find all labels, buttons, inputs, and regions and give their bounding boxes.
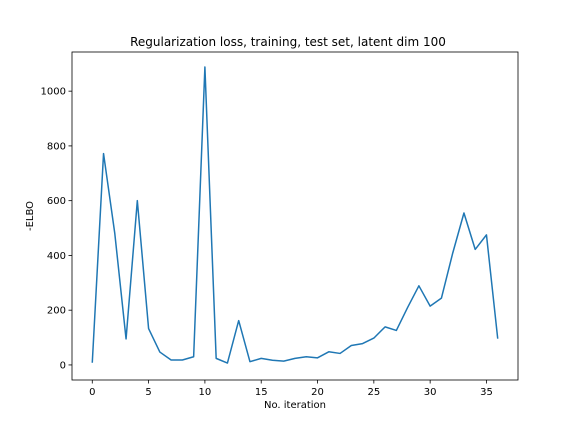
x-tick-label: 20 (311, 387, 324, 398)
x-tick-label: 25 (367, 387, 380, 398)
x-axis-label: No. iteration (264, 400, 326, 411)
y-axis-label: -ELBO (25, 201, 36, 231)
y-tick-label: 0 (60, 360, 66, 371)
y-tick-label: 600 (47, 196, 66, 207)
x-tick-label: 0 (89, 387, 95, 398)
x-tick-label: 15 (255, 387, 268, 398)
series-line-0 (91, 66, 499, 364)
plot-area: 0 5 10 15 20 25 30 35 0 200 400 600 800 1000 (41, 51, 519, 398)
chart-title: Regularization loss, training, test set,… (130, 35, 446, 49)
y-tick-label: 400 (47, 251, 66, 262)
axes-frame (71, 51, 519, 381)
y-tick-label: 800 (47, 141, 66, 152)
x-tick-label: 10 (199, 387, 212, 398)
y-tick-label: 200 (47, 306, 66, 317)
x-tick-label: 35 (480, 387, 493, 398)
y-tick-label: 1000 (41, 87, 66, 98)
x-tick-label: 30 (424, 387, 437, 398)
x-tick-label: 5 (145, 387, 151, 398)
